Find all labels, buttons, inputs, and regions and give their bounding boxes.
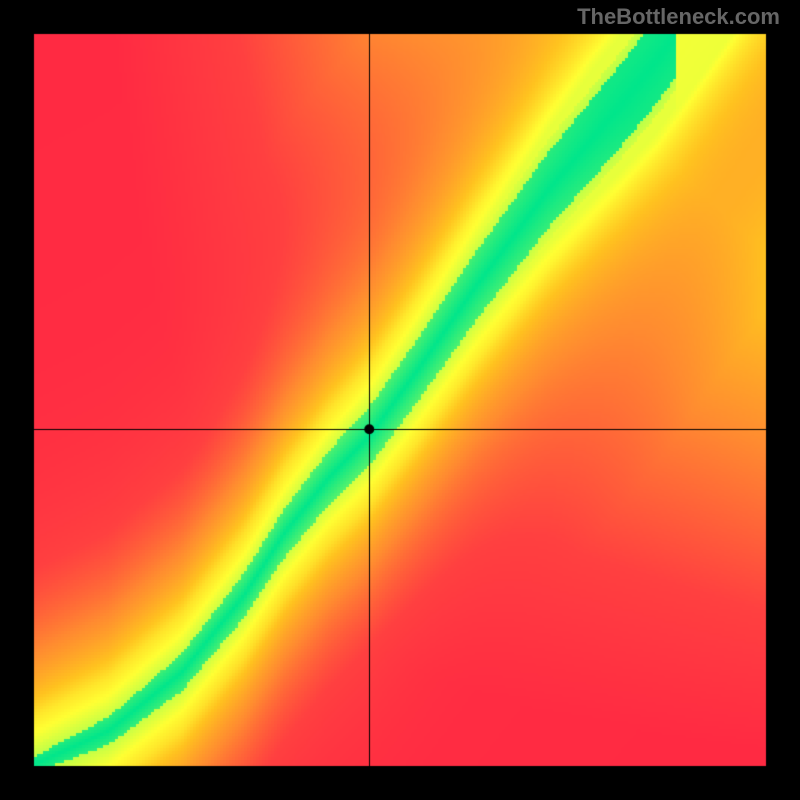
chart-container: TheBottleneck.com <box>0 0 800 800</box>
watermark-label: TheBottleneck.com <box>577 4 780 30</box>
bottleneck-heatmap <box>0 0 800 800</box>
